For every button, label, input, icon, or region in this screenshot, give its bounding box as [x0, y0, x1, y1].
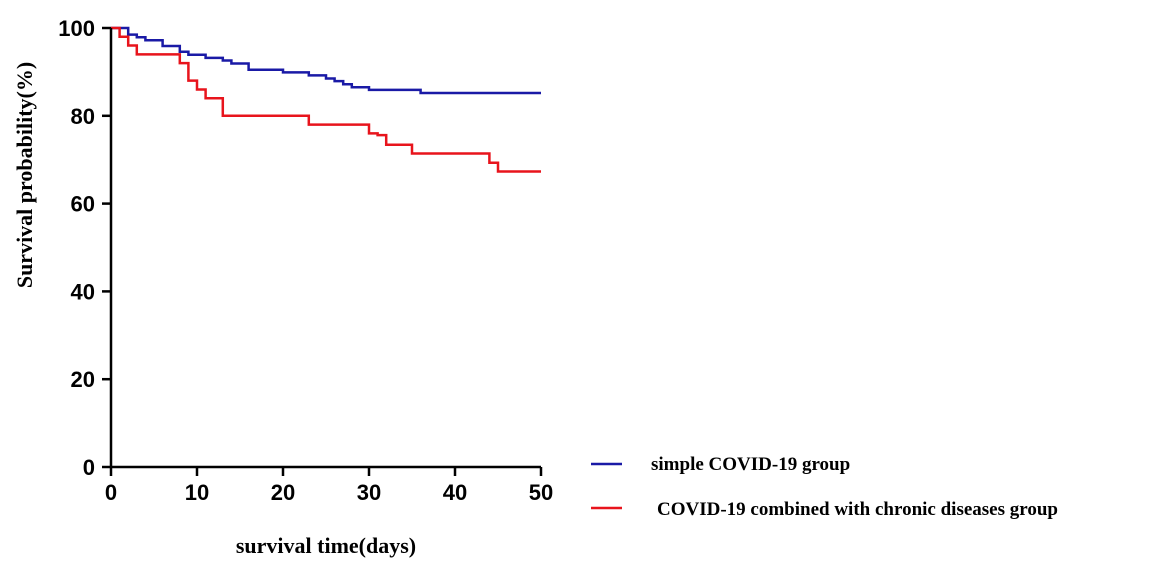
series-line-0	[111, 26, 541, 95]
x-tick-label: 20	[271, 480, 295, 505]
legend-label-simple: simple COVID-19 group	[651, 454, 850, 475]
y-tick-label: 60	[71, 192, 95, 217]
y-tick-label: 0	[83, 455, 95, 480]
y-tick-label: 100	[58, 16, 95, 41]
x-tick-label: 10	[185, 480, 209, 505]
x-axis-title: survival time(days)	[236, 533, 416, 558]
x-tick-label: 0	[105, 480, 117, 505]
legend-label-chronic: COVID-19 combined with chronic diseases …	[657, 499, 1058, 520]
y-tick-label: 40	[71, 279, 95, 304]
y-tick-label: 20	[71, 367, 95, 392]
axes	[109, 28, 541, 469]
series-line-1	[111, 26, 541, 173]
y-axis-title: Survival probability(%)	[12, 62, 37, 288]
series-lines	[111, 26, 541, 173]
x-tick-label: 50	[529, 480, 553, 505]
legend: simple COVID-19 group COVID-19 combined …	[591, 454, 1058, 520]
x-tick-label: 40	[443, 480, 467, 505]
y-tick-label: 80	[71, 104, 95, 129]
ticks: 0 20 40 60 80 100 0 10 20 30 40 50	[58, 16, 553, 505]
x-tick-label: 30	[357, 480, 381, 505]
